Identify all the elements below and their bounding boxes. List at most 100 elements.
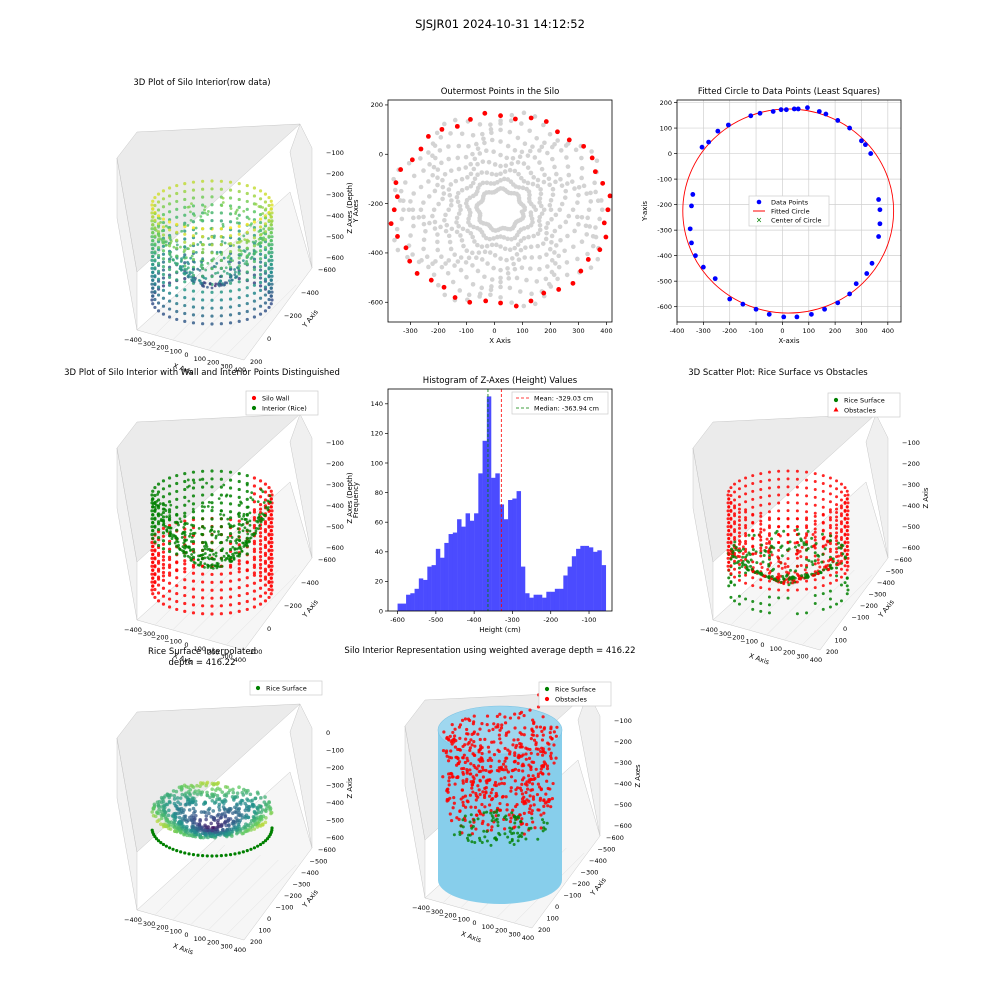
scatter-point — [760, 565, 764, 569]
scatter-point — [237, 479, 241, 484]
obstacle-point — [495, 714, 499, 718]
scatter-point — [245, 183, 249, 188]
scatter-point — [220, 253, 223, 256]
rice-surface-point — [473, 841, 477, 845]
surface-point — [208, 834, 213, 839]
interior-point — [547, 202, 553, 208]
scatter-point — [191, 220, 196, 224]
legend-box — [249, 680, 323, 696]
scatter-point — [262, 227, 266, 231]
obstacle-point — [451, 806, 455, 810]
obstacle-point — [481, 768, 485, 772]
scatter-point — [792, 579, 796, 583]
scatter-point — [821, 505, 825, 509]
interior-point — [430, 172, 435, 178]
scatter-point — [203, 205, 207, 209]
obstacle-point — [530, 782, 535, 786]
interior-point — [552, 141, 557, 147]
scatter-point — [258, 558, 263, 562]
scatter-point — [191, 277, 195, 281]
interior-point — [504, 257, 509, 263]
surface-point — [211, 782, 216, 787]
interior-point — [475, 146, 481, 151]
obstacle-point — [548, 798, 552, 802]
scatter-point — [263, 559, 268, 563]
interior-point — [563, 219, 569, 225]
x-tick-label: 200 — [207, 359, 219, 367]
scatter-point — [752, 533, 756, 537]
x-axis-label: X Axis — [748, 652, 771, 667]
interior-point — [466, 216, 471, 222]
surface-point — [174, 789, 179, 794]
scatter-point — [252, 555, 257, 559]
histogram-bar — [414, 588, 420, 611]
rice-surface-point — [458, 832, 462, 836]
scatter-point — [270, 235, 274, 239]
scatter-point — [228, 289, 233, 293]
scatter-point — [201, 247, 205, 251]
scatter-point — [729, 516, 733, 520]
scatter-point — [843, 581, 847, 585]
scatter-point — [270, 282, 274, 286]
obstacle-point — [500, 781, 504, 785]
wall-point — [395, 234, 400, 239]
scatter-point — [210, 572, 214, 577]
scatter-point — [751, 536, 755, 540]
scatter-point — [263, 567, 268, 571]
interior-point — [538, 191, 544, 197]
scatter-point — [240, 252, 243, 256]
scatter-point — [803, 568, 807, 572]
scatter-point — [175, 207, 179, 211]
interior-point — [530, 181, 536, 187]
scatter-point — [217, 533, 221, 536]
x-axis-label: X-axis — [779, 337, 800, 345]
scatter-point — [843, 516, 847, 520]
scatter-point — [180, 549, 184, 553]
interior-point — [524, 277, 529, 283]
scatter-point — [269, 199, 273, 203]
interior-point — [537, 227, 543, 233]
rice-surface-point — [237, 851, 241, 855]
obstacle-point — [493, 780, 498, 785]
obstacle-point — [461, 756, 465, 760]
scatter-point — [237, 296, 241, 300]
scatter-point — [237, 182, 241, 186]
scatter-point — [210, 306, 214, 310]
legend-label: Rice Surface — [266, 684, 307, 692]
scatter-point — [191, 279, 195, 283]
scatter-point — [161, 487, 166, 491]
scatter-point — [198, 478, 202, 482]
interior-point — [421, 221, 427, 227]
scatter-point — [214, 551, 218, 555]
obstacle-point — [519, 745, 523, 749]
scatter-point — [201, 250, 205, 255]
obstacle-point — [507, 813, 511, 817]
obstacle-point — [508, 716, 513, 720]
scatter-point — [161, 562, 166, 567]
scatter-point — [175, 317, 179, 322]
scatter-point — [150, 532, 154, 537]
scatter-point — [161, 244, 166, 248]
scatter-point — [156, 192, 161, 196]
scatter-point — [759, 480, 763, 484]
scatter-point — [168, 253, 172, 257]
interior-point — [410, 252, 415, 257]
obstacle-point — [457, 817, 461, 821]
y-tick-label: 200 — [826, 648, 838, 656]
scatter-point — [186, 485, 189, 489]
surface-point — [153, 814, 158, 819]
scatter-point — [258, 495, 263, 499]
interior-point — [439, 160, 444, 166]
scatter-point — [737, 511, 741, 515]
z-tick-label: −100 — [614, 717, 632, 725]
interior-point — [489, 284, 494, 289]
surface-point — [227, 831, 232, 836]
scatter-point — [214, 534, 218, 538]
interior-point — [456, 143, 462, 149]
scatter-point — [183, 232, 187, 236]
interior-point — [539, 211, 545, 216]
scatter-point — [805, 540, 809, 544]
scatter-point — [161, 280, 166, 285]
interior-point — [505, 271, 511, 276]
scatter-point — [843, 524, 847, 528]
